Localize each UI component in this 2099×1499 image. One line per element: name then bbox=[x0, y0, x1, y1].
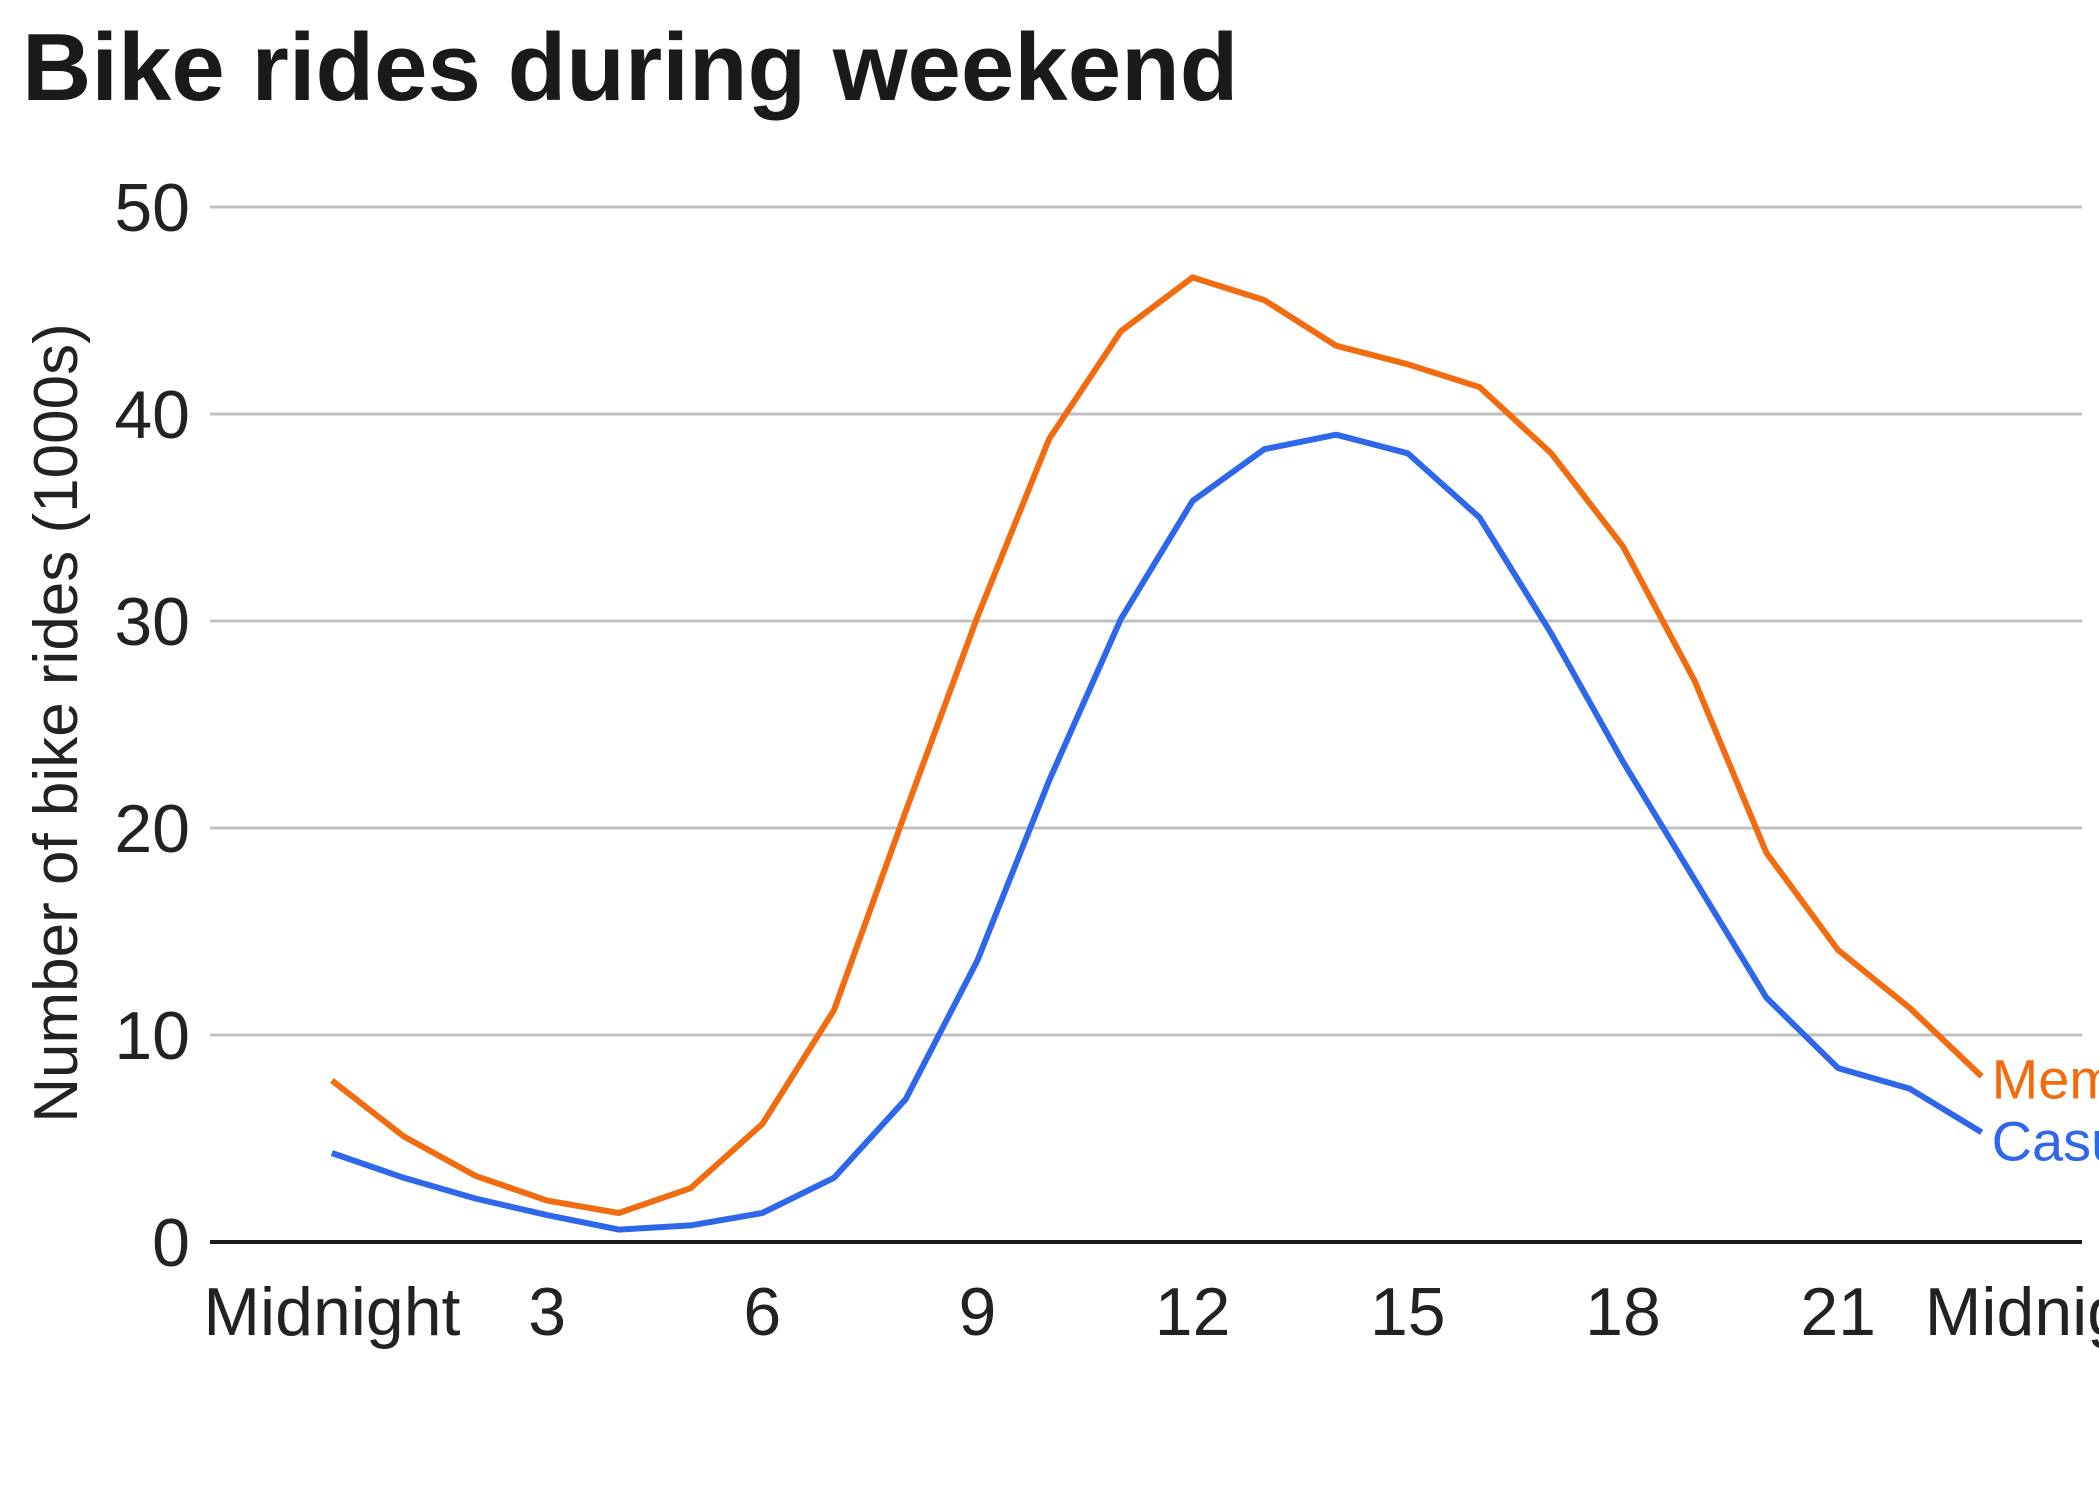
x-tick-4: 12 bbox=[1155, 1274, 1231, 1350]
y-tick-50: 50 bbox=[114, 170, 190, 246]
series-line-member bbox=[330, 274, 1984, 1216]
x-tick-7: 21 bbox=[1800, 1274, 1876, 1350]
series-label-member: Member bbox=[1992, 1047, 2099, 1110]
x-tick-3: 9 bbox=[959, 1274, 997, 1350]
x-tick-6: 18 bbox=[1585, 1274, 1661, 1350]
y-tick-40: 40 bbox=[114, 377, 190, 453]
x-axis-ticks: Midnight 3 6 9 12 15 18 21 Midnight bbox=[203, 1274, 2099, 1350]
x-tick-5: 15 bbox=[1370, 1274, 1446, 1350]
series-labels: MemberCasual bbox=[1992, 1047, 2099, 1172]
series-line-casual bbox=[330, 431, 1984, 1233]
gridlines bbox=[210, 205, 2082, 1037]
y-tick-0: 0 bbox=[152, 1205, 190, 1281]
chart-title: Bike rides during weekend bbox=[22, 14, 1238, 121]
x-tick-8: Midnight bbox=[1925, 1274, 2099, 1350]
y-axis-label: Number of bike rides (1000s) bbox=[22, 323, 91, 1122]
y-axis-ticks: 0 10 20 30 40 50 bbox=[114, 170, 190, 1281]
x-tick-1: 3 bbox=[528, 1274, 566, 1350]
y-tick-30: 30 bbox=[114, 584, 190, 660]
series-lines bbox=[330, 274, 1984, 1233]
x-tick-2: 6 bbox=[743, 1274, 781, 1350]
x-tick-0: Midnight bbox=[203, 1274, 460, 1350]
series-label-casual: Casual bbox=[1992, 1109, 2099, 1172]
y-tick-20: 20 bbox=[114, 791, 190, 867]
y-tick-10: 10 bbox=[114, 998, 190, 1074]
